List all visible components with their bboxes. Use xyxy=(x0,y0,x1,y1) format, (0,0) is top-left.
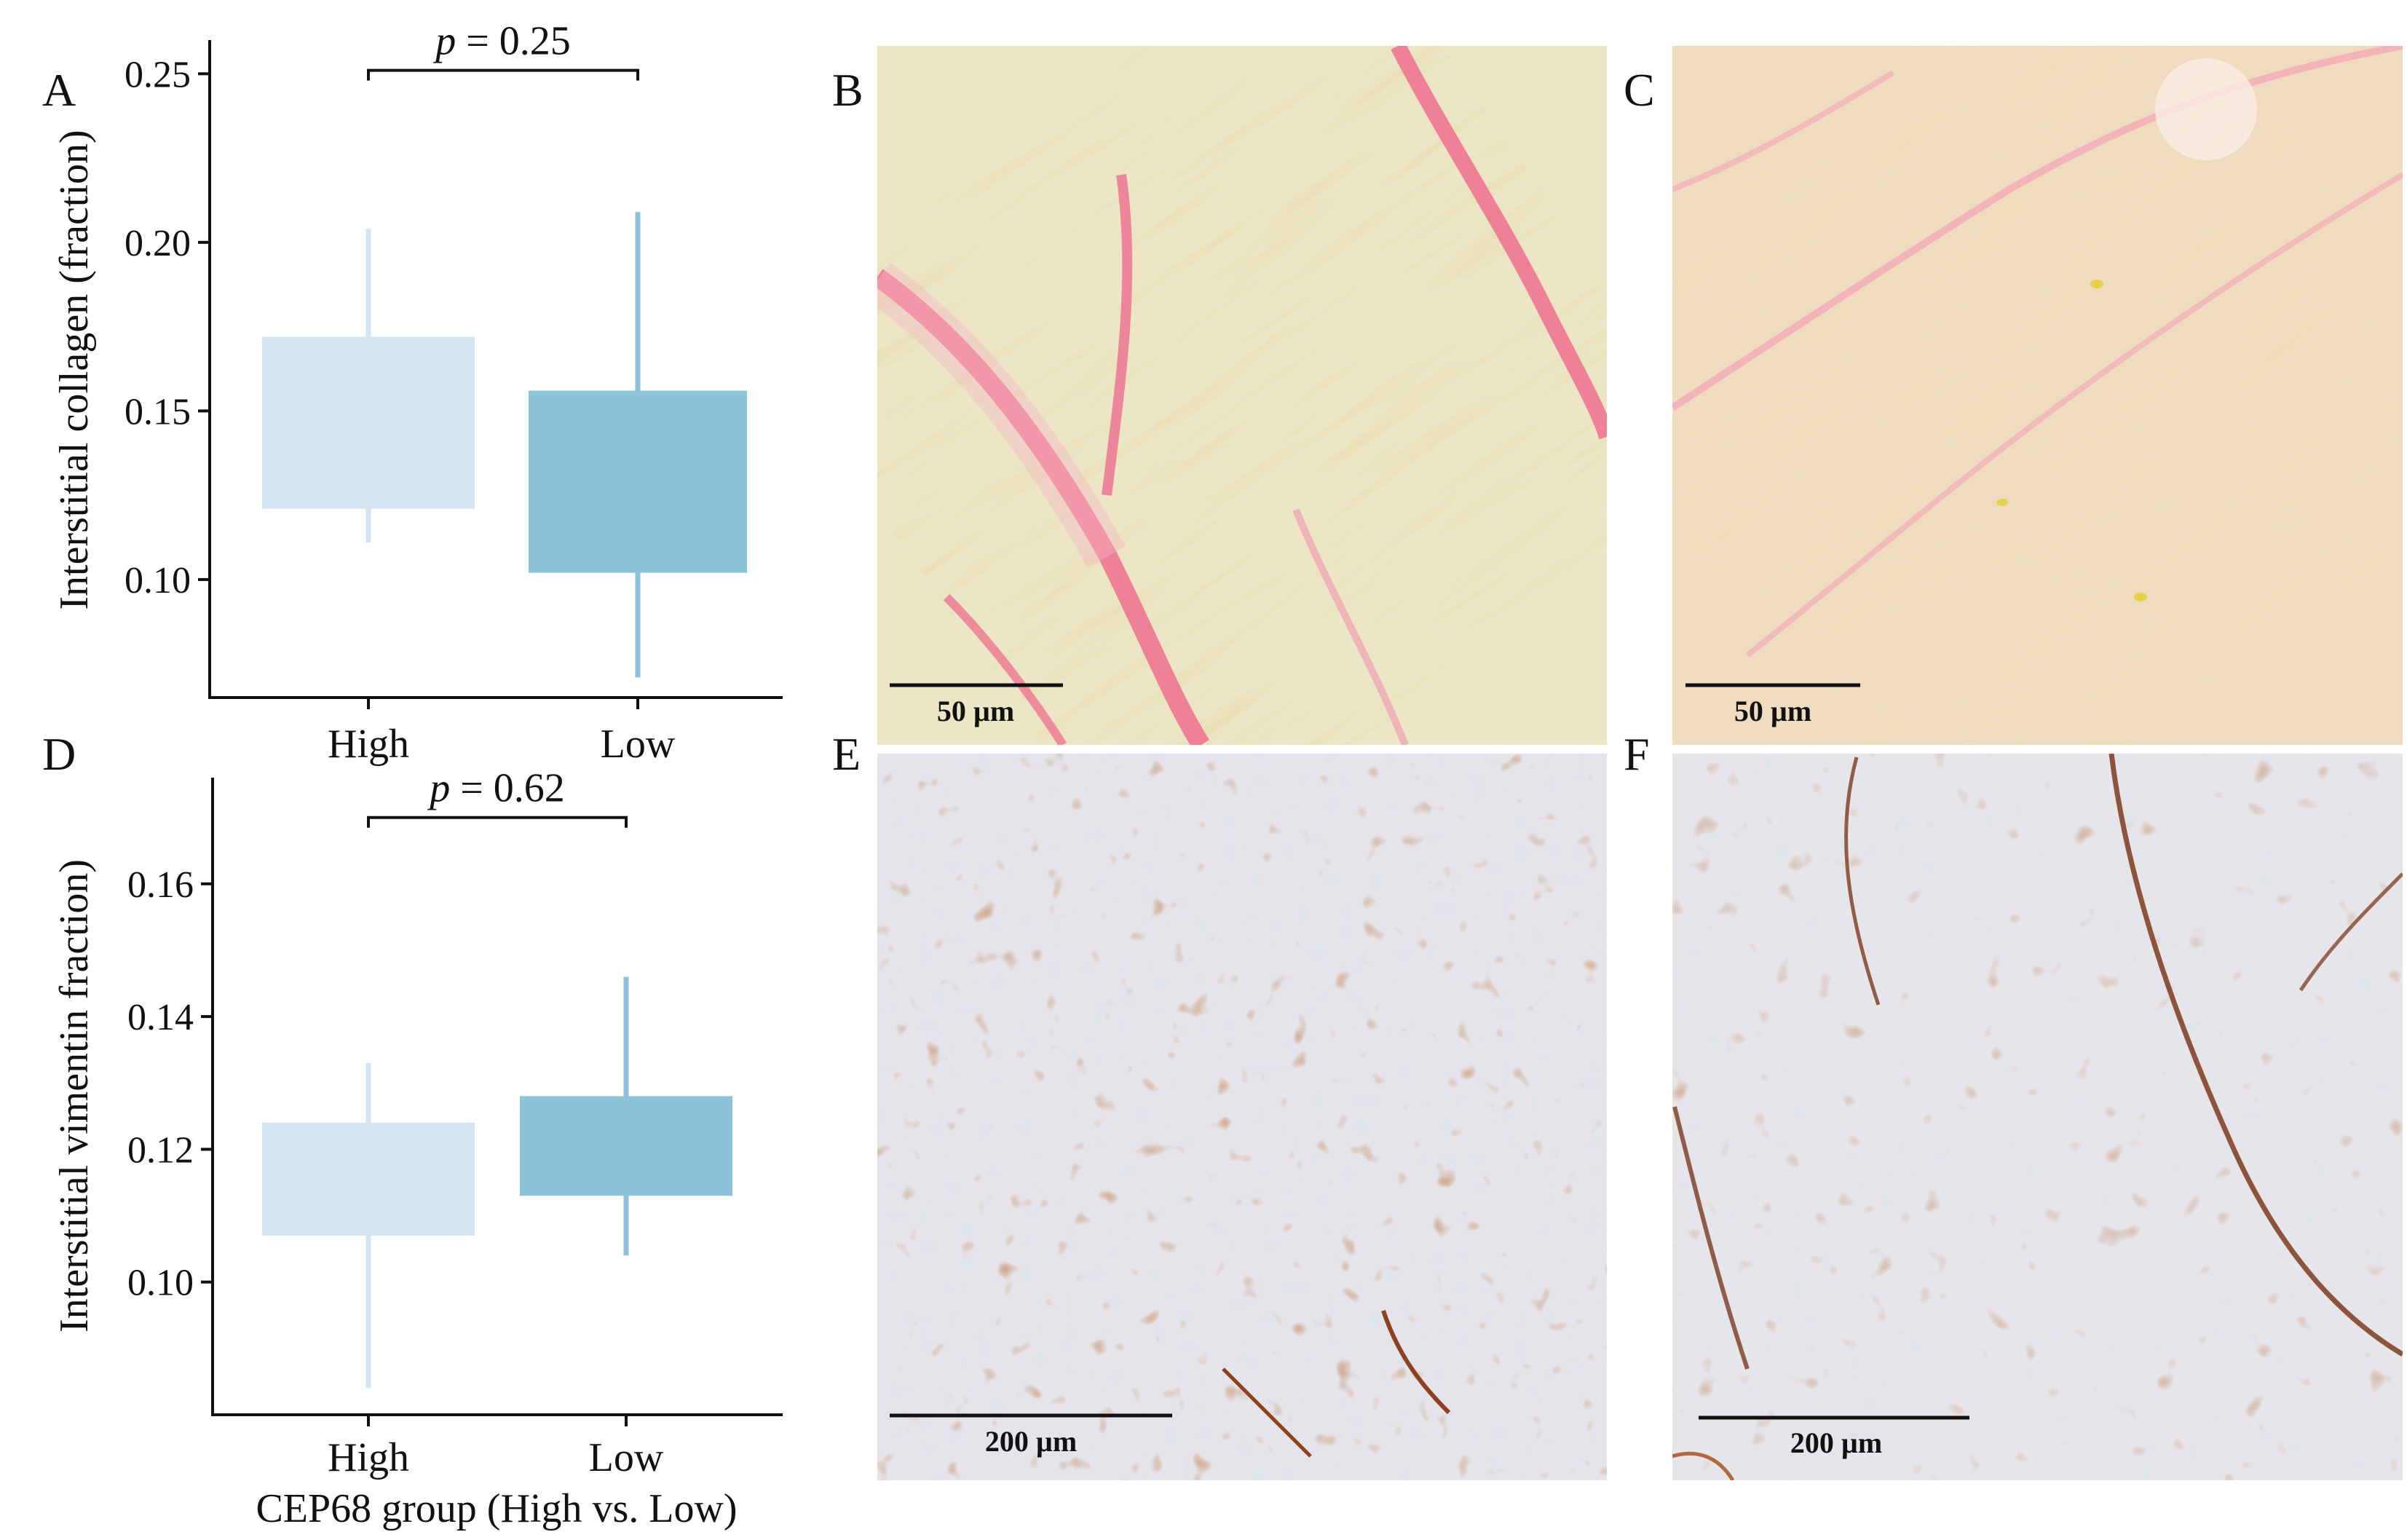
panel-letter-f: F xyxy=(1624,728,1650,780)
p-value-a: p = 0.25 xyxy=(432,19,571,64)
scalebar-b: 50 µm xyxy=(890,683,1063,727)
y-axis-d: 0.10 0.12 0.14 0.16 xyxy=(127,778,214,1415)
micrograph-f: 200 µm xyxy=(1672,754,2403,1480)
x-label-high-d: High xyxy=(328,1435,409,1480)
y-tick-label-d: 0.16 xyxy=(127,864,194,906)
y-tick-label-d: 0.10 xyxy=(127,1263,194,1304)
scalebar-e: 200 µm xyxy=(890,1413,1172,1458)
x-label-low-d: Low xyxy=(589,1435,664,1480)
panel-letter-e: E xyxy=(832,728,861,780)
significance-bracket-d xyxy=(367,816,628,828)
scalebar-label-b: 50 µm xyxy=(937,695,1014,727)
y-tick-label-d: 0.12 xyxy=(127,1129,194,1171)
scalebar-label-e: 200 µm xyxy=(985,1425,1077,1458)
box-low xyxy=(520,1096,732,1196)
y-axis-title-d: Interstitial vimentin fraction) xyxy=(52,859,97,1332)
scalebar-f: 200 µm xyxy=(1699,1415,1969,1459)
y-tick-label-a: 0.20 xyxy=(125,223,191,264)
micrograph-e: 200 µm xyxy=(877,754,1607,1480)
x-axis-d: High Low xyxy=(211,1413,783,1480)
p-value-d: p = 0.62 xyxy=(427,766,565,811)
boxes-d xyxy=(262,976,732,1389)
scalebar-label-c: 50 µm xyxy=(1734,695,1811,727)
panel-letter-c: C xyxy=(1624,64,1655,116)
panel-letter-b: B xyxy=(832,64,863,116)
scalebar-c: 50 µm xyxy=(1685,683,1860,727)
micrograph-c: 50 µm xyxy=(1672,46,2403,745)
chart-vimentin: 0.10 0.12 0.14 0.16 High Low Interstitial v… xyxy=(52,766,783,1531)
y-tick-label-d: 0.14 xyxy=(127,997,194,1038)
panel-letter-d: D xyxy=(42,728,76,780)
x-label-low-a: Low xyxy=(601,722,676,767)
chart-collagen: 0.10 0.15 0.20 0.25 High Low Interstitial c… xyxy=(52,19,783,767)
scalebar-label-f: 200 µm xyxy=(1790,1426,1882,1459)
y-axis-title-a: Interstitial collagen (fraction) xyxy=(52,130,97,609)
y-axis-a: 0.10 0.15 0.20 0.25 xyxy=(125,40,211,698)
box-low xyxy=(529,390,747,573)
y-tick-label-a: 0.10 xyxy=(125,560,191,601)
y-tick-label-a: 0.15 xyxy=(125,391,191,433)
x-axis-title-d: CEP68 group (High vs. Low) xyxy=(256,1486,737,1531)
p-annotation-a: p = 0.25 xyxy=(367,19,639,81)
y-tick-label-a: 0.25 xyxy=(125,54,191,95)
micrograph-b: 50 µm xyxy=(877,46,1607,745)
significance-bracket-a xyxy=(367,68,639,81)
x-label-high-a: High xyxy=(328,722,409,767)
boxes-a xyxy=(262,212,747,678)
panel-letter-a: A xyxy=(42,64,76,116)
box-high xyxy=(262,1122,475,1236)
x-axis-a: High Low xyxy=(208,696,783,767)
box-high xyxy=(262,336,475,509)
y-ticks-a: 0.10 0.15 0.20 0.25 xyxy=(125,54,210,601)
y-ticks-d: 0.10 0.12 0.14 0.16 xyxy=(127,864,213,1304)
p-annotation-d: p = 0.62 xyxy=(367,766,628,828)
